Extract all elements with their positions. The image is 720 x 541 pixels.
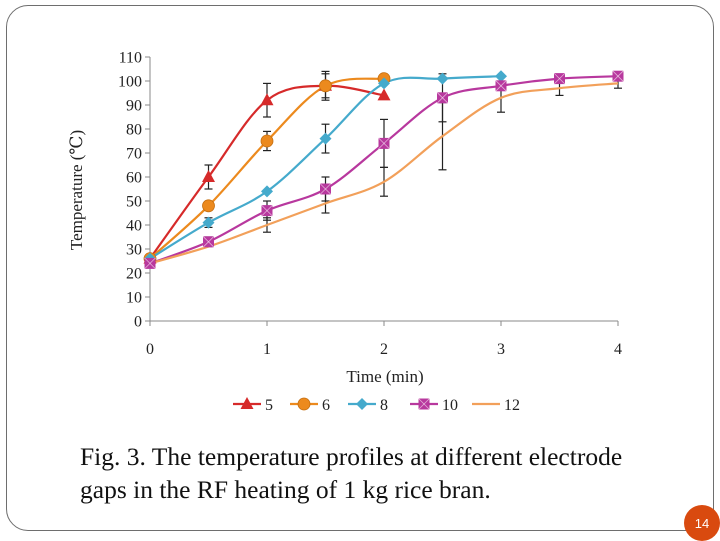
x-axis-label: Time (min): [346, 367, 423, 386]
data-point-10-detail: [261, 204, 273, 217]
legend-label-10: 10: [442, 397, 458, 414]
data-point-10-detail: [436, 92, 449, 104]
series-line-5: [149, 84, 385, 260]
y-tick-label: 70: [126, 146, 142, 163]
y-tick-label: 60: [126, 170, 142, 187]
legend-label-12: 12: [504, 397, 520, 414]
y-axis-label: Temperature (℃): [67, 130, 86, 250]
data-point-8: [261, 185, 273, 198]
figure-caption: Fig. 3. The temperature profiles at diff…: [80, 440, 700, 506]
x-tick-label: 2: [380, 341, 388, 358]
legend-label-8: 8: [380, 397, 388, 414]
data-point-6: [260, 134, 274, 148]
legend: 5 6 8 10 12: [233, 397, 520, 414]
legend-label-6: 6: [322, 397, 330, 414]
data-point-10-detail: [319, 183, 332, 195]
data-point-10-detail: [612, 70, 624, 82]
caption-line-2: gaps in the RF heating of 1 kg rice bran…: [80, 475, 491, 504]
y-tick-label: 20: [126, 266, 142, 283]
data-point-8: [495, 70, 507, 83]
series-markers: [143, 70, 624, 270]
page-number-badge: 14: [684, 505, 720, 541]
y-tick-label: 30: [126, 242, 142, 259]
data-point-10-detail: [495, 80, 507, 92]
series-line-8: [149, 75, 502, 260]
y-tick-label: 50: [126, 194, 142, 211]
data-point-6: [319, 79, 332, 93]
y-tick-label: 100: [118, 74, 142, 91]
caption-line-1: Fig. 3. The temperature profiles at diff…: [80, 442, 623, 471]
legend-marker-10-detail: [418, 398, 430, 410]
slide-frame: [6, 5, 714, 531]
y-tick-label: 40: [126, 218, 142, 235]
data-point-10-detail: [144, 257, 156, 270]
legend-marker-5: [240, 397, 254, 409]
axes: 0 10 20 30 40 50 60 70 80 90 100 110 0 1 2 3 4: [118, 50, 622, 359]
data-point-8: [436, 72, 449, 85]
legend-label-5: 5: [265, 397, 273, 414]
x-tick-label: 4: [614, 341, 622, 358]
y-tick-label: 90: [126, 98, 142, 115]
data-point-6: [202, 199, 215, 213]
data-point-8: [319, 132, 332, 145]
data-point-5: [202, 170, 215, 182]
data-point-8: [202, 216, 215, 229]
data-point-10-detail: [378, 137, 390, 150]
legend-marker-8: [356, 398, 368, 410]
data-point-10-detail: [553, 72, 566, 85]
x-tick-label: 1: [263, 341, 271, 358]
data-point-10-detail: [202, 236, 215, 248]
data-point-8: [378, 77, 390, 90]
y-tick-label: 0: [134, 314, 142, 331]
y-tick-label: 10: [126, 290, 142, 307]
series-line-12: [149, 82, 619, 265]
legend-marker-6: [297, 397, 311, 411]
data-point-5: [377, 88, 391, 101]
y-tick-label: 110: [119, 50, 142, 67]
x-tick-label: 0: [146, 341, 154, 358]
data-point-5: [260, 93, 274, 106]
y-tick-label: 80: [126, 122, 142, 139]
x-tick-label: 3: [497, 341, 505, 358]
